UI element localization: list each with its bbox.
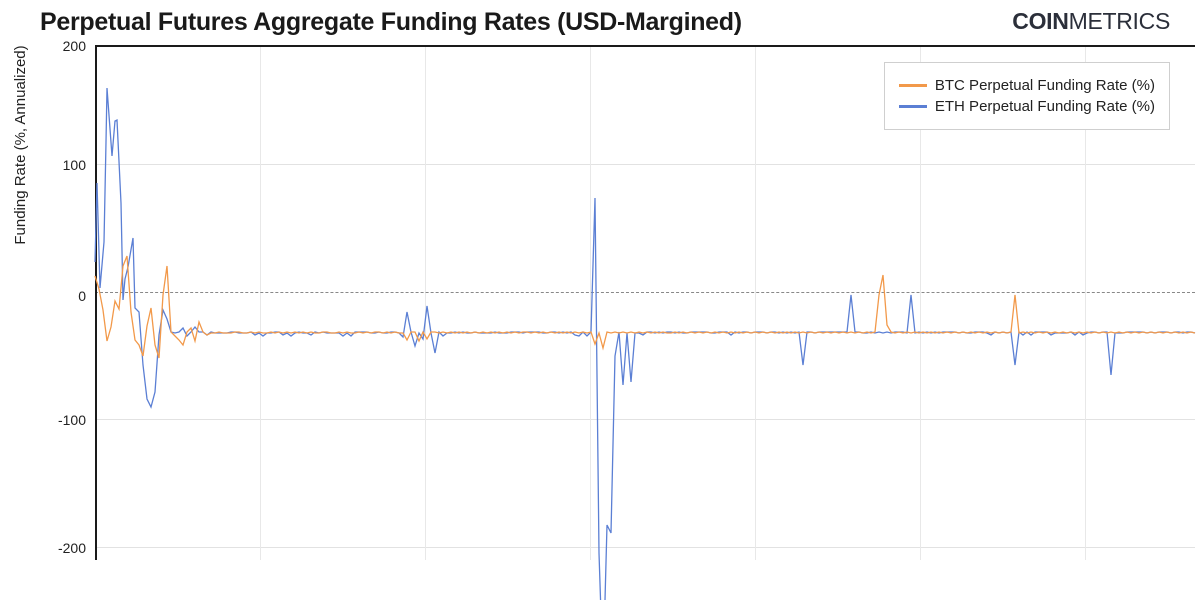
y-tick-neg200: -200 — [38, 540, 86, 556]
y-tick-200: 200 — [38, 38, 86, 54]
coinmetrics-logo: COINMETRICS — [1012, 8, 1170, 35]
btc-line-series — [95, 256, 1195, 358]
y-tick-0: 0 — [38, 288, 86, 304]
legend-item-btc: BTC Perpetual Funding Rate (%) — [899, 77, 1155, 94]
legend-item-eth: ETH Perpetual Funding Rate (%) — [899, 98, 1155, 115]
header-row: Perpetual Futures Aggregate Funding Rate… — [40, 8, 1170, 37]
y-tick-100: 100 — [38, 157, 86, 173]
btc-legend-swatch — [899, 84, 927, 87]
chart-legend: BTC Perpetual Funding Rate (%) ETH Perpe… — [884, 62, 1170, 130]
chart-container: Perpetual Futures Aggregate Funding Rate… — [0, 0, 1200, 600]
eth-line-series — [95, 88, 1195, 600]
legend-label-eth: ETH Perpetual Funding Rate (%) — [935, 98, 1155, 115]
y-tick-neg100: -100 — [38, 412, 86, 428]
legend-label-btc: BTC Perpetual Funding Rate (%) — [935, 77, 1155, 94]
eth-legend-swatch — [899, 105, 927, 108]
chart-title: Perpetual Futures Aggregate Funding Rate… — [40, 8, 742, 37]
y-axis-label: Funding Rate (%, Annualized) — [12, 45, 29, 244]
